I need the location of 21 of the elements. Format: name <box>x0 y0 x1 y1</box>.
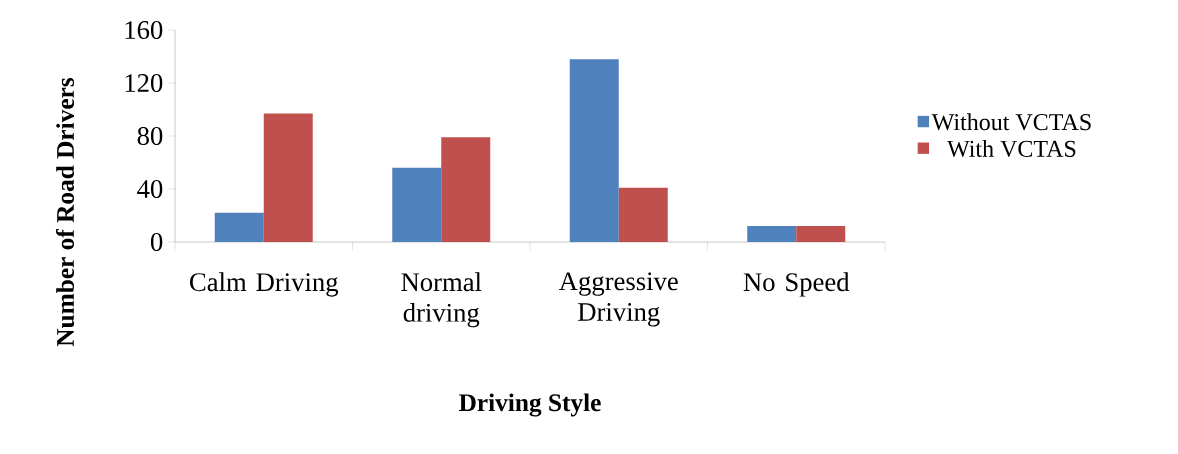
bar <box>747 226 797 242</box>
y-axis-title: Number of Road Drivers <box>55 77 75 347</box>
bar <box>796 226 846 242</box>
legend-label: With VCTAS <box>947 139 1076 158</box>
y-tick-label: 40 <box>137 180 163 198</box>
legend-label: Without VCTAS <box>931 113 1091 131</box>
y-tick-label: 80 <box>137 127 163 145</box>
x-tick-label: Aggressive Driving <box>559 272 678 327</box>
bar <box>263 113 313 242</box>
x-tick-label: Calm Driving <box>190 272 339 297</box>
y-tick-label: 0 <box>150 233 163 251</box>
bar <box>618 187 668 242</box>
y-tick-label: 120 <box>125 74 163 92</box>
bar <box>441 137 491 242</box>
x-tick-label: No Speed <box>743 272 850 297</box>
bar <box>214 212 264 242</box>
x-tick-label: Normal driving <box>401 272 482 328</box>
y-tick-label: 160 <box>125 21 163 39</box>
bar <box>392 167 442 242</box>
bar <box>569 59 619 242</box>
x-axis-title: Driving Style <box>459 393 601 417</box>
